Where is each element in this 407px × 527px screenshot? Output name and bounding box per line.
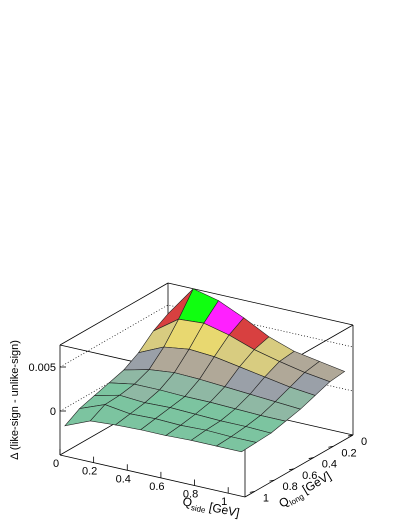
box-edge	[244, 434, 354, 498]
y-tick	[308, 457, 314, 459]
x-label-unit: [GeV]	[208, 500, 241, 520]
y-tick-label: 0	[361, 436, 367, 448]
x-tick-label: 0.6	[149, 481, 164, 493]
x-tick-label: 0.8	[183, 489, 198, 501]
y-tick	[269, 479, 275, 482]
y-tick-label: 0.2	[341, 447, 356, 459]
z-axis-label: Δ (like-sign - unlike-sign)	[9, 340, 21, 460]
y-tick-label: 1	[263, 492, 269, 504]
box-edge	[167, 282, 354, 326]
z-tick-label: 0	[50, 406, 56, 418]
z-tick-label: 0.005	[28, 362, 56, 374]
y-tick-label: 0.6	[302, 470, 317, 482]
surface	[64, 288, 346, 453]
y-tick	[347, 434, 354, 437]
x-label-main: Q	[181, 494, 193, 510]
x-tick-label: 0	[53, 458, 59, 470]
y-tick-label: 0.8	[282, 481, 297, 493]
x-axis-label: Qside[GeV]	[181, 494, 241, 522]
box-edge	[59, 282, 169, 346]
x-tick-label: 0.4	[116, 473, 131, 485]
y-label-sub: long	[288, 492, 306, 508]
y-tick	[289, 468, 295, 471]
box-edge	[59, 454, 246, 498]
x-tick-label: 0.2	[82, 466, 97, 478]
y-tick	[249, 490, 255, 493]
x-tick-label: 1	[221, 496, 227, 508]
y-tick-label: 0.4	[322, 459, 337, 471]
y-tick	[328, 445, 334, 448]
x-label-sub: side	[190, 503, 207, 515]
ticks: 0 0.005 0 0.2 0.4 0.6 0.8 1 0 0.2 0.4 0.6 0.8 1	[28, 362, 367, 508]
surface-cell	[64, 404, 106, 427]
